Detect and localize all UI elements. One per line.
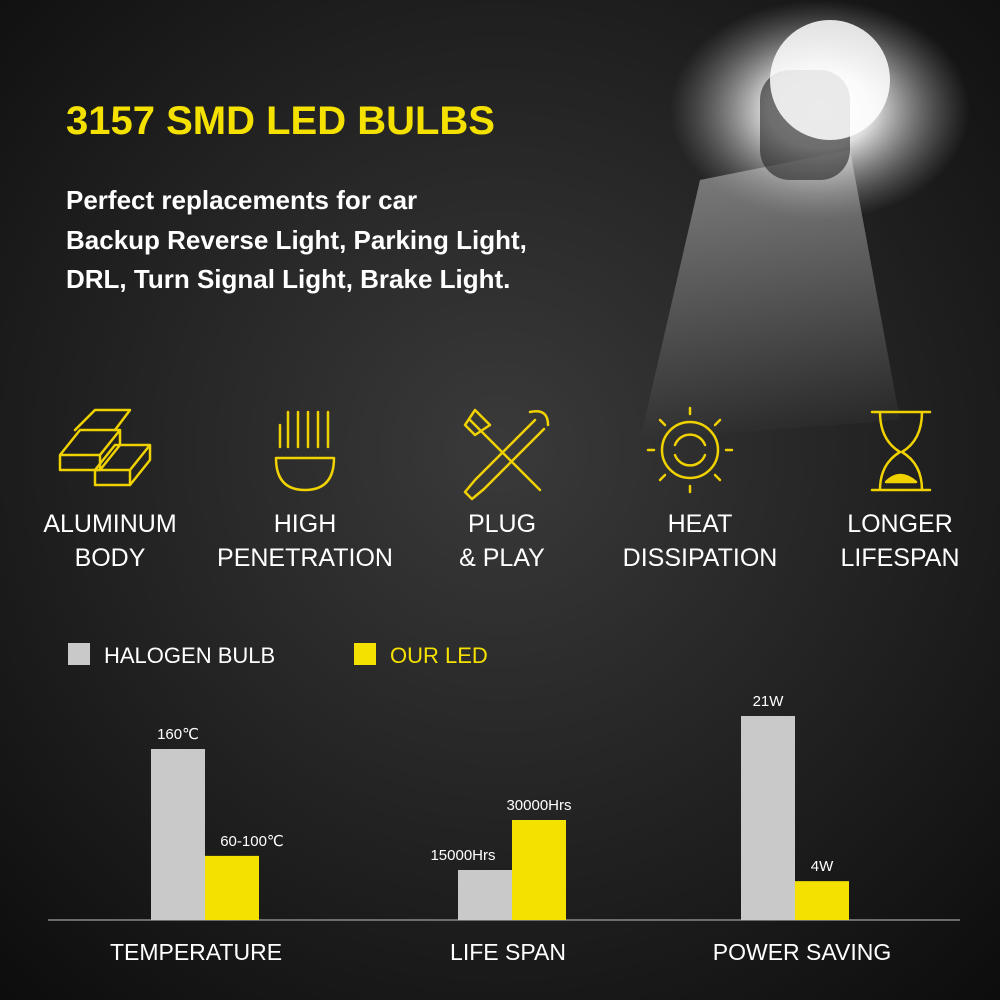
feature-label: HEAT: [668, 510, 733, 538]
bar: [205, 855, 259, 920]
bar: [741, 716, 795, 920]
title: 3157 SMD LED BULBS: [66, 99, 495, 143]
category-label: LIFE SPAN: [450, 939, 566, 965]
feature-label: DISSIPATION: [623, 544, 778, 572]
legend-swatch: [68, 643, 90, 665]
icon-heat: [646, 406, 734, 494]
category-label: POWER SAVING: [713, 939, 892, 965]
bar: [458, 870, 512, 920]
legend-label: HALOGEN BULB: [104, 643, 275, 668]
bulb-photo: [640, 0, 970, 440]
description: DRL, Turn Signal Light, Brake Light.: [66, 264, 510, 294]
value-label: 30000Hrs: [506, 797, 571, 814]
feature-label: PLUG: [468, 510, 536, 538]
icon-penetration: [274, 410, 336, 492]
icon-plug-play: [463, 408, 550, 501]
feature-label: & PLAY: [459, 544, 545, 572]
icon-lifespan: [870, 410, 932, 492]
value-label: 60-100℃: [220, 833, 284, 850]
feature-label: LONGER: [847, 510, 953, 538]
feature-label: PENETRATION: [217, 544, 393, 572]
value-label: 21W: [753, 693, 785, 710]
bar: [795, 881, 849, 920]
bar: [512, 820, 566, 920]
icon-aluminum: [58, 408, 152, 487]
bar: [151, 749, 205, 920]
description: Perfect replacements for car: [66, 185, 417, 215]
description: Backup Reverse Light, Parking Light,: [66, 225, 527, 255]
comparison-chart: HALOGEN BULB OUR LED 160℃ 60-100℃ TEMPERATUR…: [48, 643, 960, 965]
features: ALUMINUM BODY HIGH PENETRATION PLUG & PLAY HEA…: [43, 510, 959, 572]
feature-label: LIFESPAN: [840, 544, 959, 572]
feature-label: ALUMINUM: [43, 510, 176, 538]
category-label: TEMPERATURE: [110, 939, 282, 965]
feature-label: BODY: [75, 544, 146, 572]
legend-label: OUR LED: [390, 643, 488, 668]
value-label: 160℃: [157, 726, 199, 743]
legend-swatch: [354, 643, 376, 665]
value-label: 4W: [811, 858, 834, 875]
value-label: 15000Hrs: [430, 847, 495, 864]
feature-label: HIGH: [274, 510, 337, 538]
